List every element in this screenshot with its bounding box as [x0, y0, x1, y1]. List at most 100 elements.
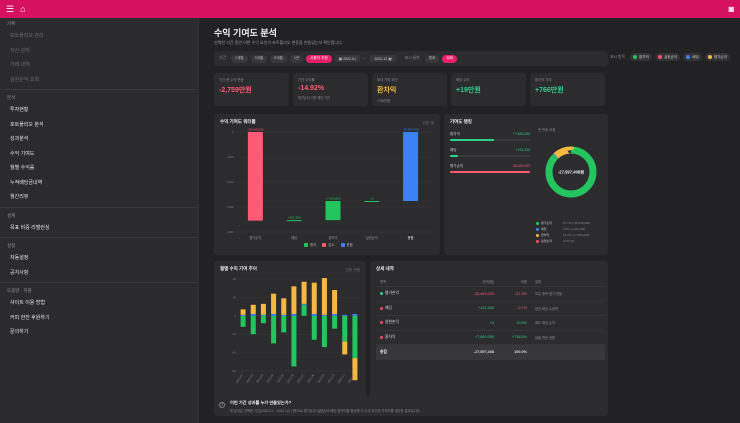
monthly-bar-segment[interactable] — [352, 313, 358, 316]
ranking-value: -35,449,000 — [511, 164, 530, 168]
sidebar-item[interactable]: 문의하기 — [10, 329, 29, 335]
period-button[interactable]: 1년 — [289, 54, 304, 63]
monthly-bar-segment[interactable] — [311, 315, 317, 340]
y-tick-label: -2000 — [226, 180, 234, 184]
monthly-card: 월별 수익 기여 추이 단위: 만원 40 20 0 -20 -40 -60 2022.01… — [214, 261, 366, 409]
monthly-bar-segment[interactable] — [260, 303, 266, 315]
sidebar-item[interactable]: 커피 한잔 후원하기 — [10, 314, 50, 321]
ranking-card: 기여도 랭킹 환차익 +7,660,000 배당 +191,300 평가손익 -35,44… — [444, 114, 608, 255]
start-date-picker[interactable]: ▦ 2022.01 — [334, 55, 361, 62]
sidebar-item[interactable]: 목표 비중 리밸런싱 — [10, 224, 50, 231]
donut-legend-label: 평가손익 — [541, 221, 553, 225]
monthly-bar-segment[interactable] — [281, 315, 287, 333]
monthly-bar-segment[interactable] — [352, 358, 358, 381]
row-percent: +0.0% — [516, 320, 527, 325]
row-description: 환율 변동 영향 — [535, 335, 556, 340]
monthly-bar-segment[interactable] — [291, 286, 297, 314]
end-date-value: 2022.12 — [374, 56, 388, 61]
monthly-bar-segment[interactable] — [332, 315, 338, 329]
monthly-bar-segment[interactable] — [260, 314, 266, 316]
currency-toggle[interactable]: 외화 — [442, 54, 458, 63]
sidebar-item[interactable]: 월간리뷰 — [10, 194, 29, 200]
legend-swatch — [322, 242, 327, 247]
end-date-picker[interactable]: 2022.12 ▦ — [370, 55, 396, 62]
sidebar-item[interactable]: 실현손익 조회 — [10, 76, 39, 83]
monthly-bar-segment[interactable] — [281, 298, 287, 315]
period-button[interactable]: 6개월 — [270, 54, 287, 63]
monthly-bar-segment[interactable] — [291, 313, 297, 316]
x-tick-label: 2022.09 — [316, 373, 325, 384]
sidebar-item[interactable]: 사이트 이용 방법 — [10, 300, 45, 306]
monthly-bar-segment[interactable] — [332, 290, 338, 314]
legend-toggle[interactable]: 평가손익 — [704, 53, 731, 61]
donut-slice[interactable] — [545, 146, 597, 198]
table-row[interactable]: 실현손익 +0 +0.0% 매도 확정 손익 — [376, 316, 605, 331]
table-row[interactable]: 환차익 +7,660,000 +738.5% 환율 변동 영향 — [376, 331, 605, 345]
table-row[interactable]: 배당 +191,300 -0.7% 현금 배당 수령액 — [376, 302, 605, 316]
waterfall-bar[interactable] — [247, 132, 263, 221]
sidebar-item[interactable]: 수익 기여도 — [10, 150, 35, 157]
monthly-bar-segment[interactable] — [240, 309, 246, 315]
monthly-bar-segment[interactable] — [342, 314, 348, 316]
monthly-bar-segment[interactable] — [311, 313, 317, 316]
monthly-bar-segment[interactable] — [321, 314, 327, 316]
hamburger-icon[interactable]: ☰ — [6, 3, 15, 14]
monthly-bar-segment[interactable] — [321, 278, 327, 315]
sidebar-item[interactable]: 거래 내역 — [10, 62, 30, 68]
monthly-bar-segment[interactable] — [301, 281, 307, 304]
period-button[interactable]: 3개월 — [250, 54, 268, 63]
sidebar-item[interactable]: 자산 관리 — [10, 47, 30, 54]
waterfall-bar[interactable] — [325, 200, 341, 221]
monthly-bar-segment[interactable] — [271, 315, 277, 344]
waterfall-bar[interactable] — [403, 132, 419, 201]
camera-icon[interactable]: ◙ — [728, 3, 734, 14]
ranking-label: 환차익 — [450, 132, 460, 136]
sidebar-item[interactable]: 월별 수익률 — [10, 165, 35, 171]
kpi-value: +19만원 — [456, 87, 481, 94]
monthly-bar-segment[interactable] — [291, 315, 297, 367]
ranking-label: 평가손익 — [450, 164, 464, 168]
waterfall-bar[interactable] — [364, 200, 380, 202]
waterfall-bar[interactable] — [286, 220, 302, 222]
monthly-bar-segment[interactable] — [240, 315, 246, 327]
sidebar-item[interactable]: 자동설정 — [10, 255, 29, 261]
column-header: 금액(원) — [482, 280, 494, 284]
legend-toggle[interactable]: 배당 — [683, 53, 702, 61]
x-tick-label: 2022.05 — [275, 373, 284, 384]
monthly-bar-segment[interactable] — [281, 314, 287, 316]
legend-toggle-label: 배당 — [692, 54, 699, 59]
kpi-card: 기간 수익률 -14.92% 평가손익 기준 해당 기간 — [293, 73, 368, 106]
x-tick-label: 2022.10 — [326, 373, 335, 384]
monthly-bar-segment[interactable] — [271, 293, 277, 314]
legend-swatch — [340, 242, 345, 247]
monthly-bar-segment[interactable] — [301, 303, 307, 305]
monthly-bar-segment[interactable] — [332, 313, 338, 316]
sidebar-item[interactable]: 포트폴리오 관리 — [10, 33, 44, 39]
monthly-bar-segment[interactable] — [342, 315, 348, 342]
monthly-unit: 단위: 만원 — [345, 268, 360, 272]
table-row[interactable]: 평가손익 -35,449,000 -57.3% 보유 종목 평가 변동 — [376, 287, 605, 302]
monthly-bar-segment[interactable] — [250, 313, 256, 316]
currency-toggle[interactable]: 원화 — [424, 54, 440, 63]
monthly-bar-segment[interactable] — [250, 315, 256, 335]
monthly-bar-segment[interactable] — [250, 304, 256, 314]
sidebar-item[interactable]: 포트폴리오 분석 — [10, 121, 44, 128]
monthly-bar-segment[interactable] — [301, 304, 307, 316]
monthly-bar-segment[interactable] — [321, 315, 327, 348]
monthly-bar-segment[interactable] — [260, 315, 266, 324]
monthly-bar-segment[interactable] — [352, 315, 358, 359]
period-button[interactable]: 1개월 — [231, 54, 248, 63]
monthly-bar-segment[interactable] — [271, 313, 277, 316]
legend-toggle[interactable]: 환차익 — [630, 53, 652, 61]
home-icon[interactable]: ⌂ — [20, 3, 26, 14]
sidebar-item[interactable]: 투자현황 — [10, 107, 29, 113]
monthly-bar-segment[interactable] — [342, 341, 348, 355]
sidebar-item[interactable]: 공지사항 — [10, 269, 29, 276]
sidebar-item[interactable]: 누적배당금내역 — [10, 179, 43, 186]
monthly-bar-segment[interactable] — [240, 314, 246, 316]
period-button[interactable]: 사용자 지정 — [306, 54, 332, 63]
monthly-bar-segment[interactable] — [311, 282, 317, 314]
legend-toggle[interactable]: 실현손익 — [654, 53, 681, 61]
sidebar-item[interactable]: 성과분석 — [10, 136, 29, 142]
